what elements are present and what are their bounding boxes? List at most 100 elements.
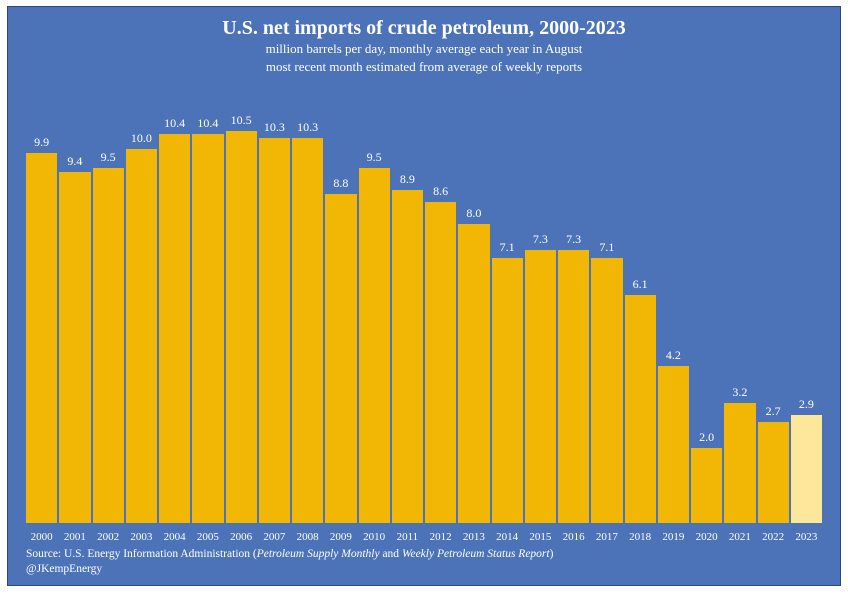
x-axis-label: 2020 xyxy=(691,531,722,543)
source-handle: @JKempEnergy xyxy=(26,562,553,577)
bar-value-label: 10.5 xyxy=(231,113,252,128)
x-axis-label: 2021 xyxy=(724,531,755,543)
bar-rect xyxy=(93,168,124,523)
bar-rect xyxy=(558,250,589,523)
bar-slot: 9.4 xyxy=(59,112,90,523)
bar-slot: 10.5 xyxy=(226,112,257,523)
bar-rect xyxy=(625,295,656,523)
x-axis-label: 2002 xyxy=(93,531,124,543)
x-axis-label: 2006 xyxy=(226,531,257,543)
bar-value-label: 10.3 xyxy=(264,120,285,135)
x-axis-label: 2000 xyxy=(26,531,57,543)
bar-slot: 9.9 xyxy=(26,112,57,523)
bar-rect xyxy=(525,250,556,523)
bar-value-label: 8.6 xyxy=(433,184,448,199)
bar-slot: 8.0 xyxy=(458,112,489,523)
bar-rect xyxy=(192,134,223,523)
bar-rect xyxy=(126,149,157,523)
bar-slot: 2.0 xyxy=(691,112,722,523)
bar-slot: 9.5 xyxy=(93,112,124,523)
bar-value-label: 6.1 xyxy=(633,277,648,292)
chart-subtitle-2: most recent month estimated from average… xyxy=(8,58,840,76)
bar-slot: 8.8 xyxy=(325,112,356,523)
bar-rect xyxy=(425,202,456,523)
bar-value-label: 10.4 xyxy=(197,116,218,131)
x-axis-label: 2018 xyxy=(625,531,656,543)
x-axis-label: 2005 xyxy=(192,531,223,543)
x-axis-label: 2015 xyxy=(525,531,556,543)
x-axis-label: 2001 xyxy=(59,531,90,543)
bar-value-label: 9.9 xyxy=(34,135,49,150)
bar-rect xyxy=(259,138,290,523)
bar-rect xyxy=(758,422,789,523)
bar-rect xyxy=(458,224,489,523)
bar-slot: 7.3 xyxy=(525,112,556,523)
bar-slot: 7.1 xyxy=(591,112,622,523)
bar-slot: 3.2 xyxy=(724,112,755,523)
source-emph-2: Weekly Petroleum Status Report xyxy=(402,548,550,560)
bar-slot: 6.1 xyxy=(625,112,656,523)
bar-value-label: 10.4 xyxy=(164,116,185,131)
bar-slot: 7.1 xyxy=(492,112,523,523)
x-axis-label: 2004 xyxy=(159,531,190,543)
bar-value-label: 9.4 xyxy=(67,154,82,169)
bar-value-label: 2.9 xyxy=(799,397,814,412)
bar-slot: 10.3 xyxy=(292,112,323,523)
bar-slot: 8.6 xyxy=(425,112,456,523)
bar-rect xyxy=(59,172,90,523)
x-axis-label: 2013 xyxy=(458,531,489,543)
chart-footer: Source: U.S. Energy Information Administ… xyxy=(26,547,553,577)
bar-rect xyxy=(292,138,323,523)
bar-value-label: 2.0 xyxy=(699,430,714,445)
x-axis-label: 2014 xyxy=(492,531,523,543)
bar-slot: 2.7 xyxy=(758,112,789,523)
bar-rect xyxy=(591,258,622,523)
x-axis-label: 2016 xyxy=(558,531,589,543)
bar-slot: 9.5 xyxy=(359,112,390,523)
source-line: Source: U.S. Energy Information Administ… xyxy=(26,547,553,562)
bar-rect xyxy=(691,448,722,523)
source-prefix: Source: U.S. Energy Information Administ… xyxy=(26,548,257,560)
bar-rect xyxy=(226,131,257,523)
x-axis-label: 2008 xyxy=(292,531,323,543)
source-mid: and xyxy=(380,548,402,560)
bar-value-label: 8.9 xyxy=(400,172,415,187)
bar-slot: 10.0 xyxy=(126,112,157,523)
x-axis-label: 2023 xyxy=(791,531,822,543)
x-axis-label: 2007 xyxy=(259,531,290,543)
plot-area: 9.99.49.510.010.410.410.510.310.38.89.58… xyxy=(26,112,822,523)
bar-value-label: 7.3 xyxy=(533,232,548,247)
x-axis-label: 2017 xyxy=(591,531,622,543)
bar-slot: 10.4 xyxy=(159,112,190,523)
bar-value-label: 4.2 xyxy=(666,348,681,363)
x-axis-label: 2012 xyxy=(425,531,456,543)
bar-rect xyxy=(791,415,822,523)
bar-value-label: 7.3 xyxy=(566,232,581,247)
bar-slot: 2.9 xyxy=(791,112,822,523)
x-axis-label: 2010 xyxy=(359,531,390,543)
bar-rect xyxy=(658,366,689,523)
bar-slot: 10.4 xyxy=(192,112,223,523)
bar-value-label: 9.5 xyxy=(367,150,382,165)
x-axis: 2000200120022003200420052006200720082009… xyxy=(26,531,822,543)
bar-rect xyxy=(492,258,523,523)
bar-rect xyxy=(325,194,356,523)
source-suffix: ) xyxy=(550,548,554,560)
chart-container: U.S. net imports of crude petroleum, 200… xyxy=(7,6,841,586)
x-axis-label: 2019 xyxy=(658,531,689,543)
bar-slot: 7.3 xyxy=(558,112,589,523)
bar-slot: 4.2 xyxy=(658,112,689,523)
bar-value-label: 3.2 xyxy=(732,385,747,400)
x-axis-label: 2003 xyxy=(126,531,157,543)
bar-slot: 10.3 xyxy=(259,112,290,523)
bar-rect xyxy=(359,168,390,523)
bar-value-label: 7.1 xyxy=(500,240,515,255)
bar-value-label: 7.1 xyxy=(599,240,614,255)
bar-value-label: 8.8 xyxy=(333,176,348,191)
x-axis-label: 2011 xyxy=(392,531,423,543)
chart-subtitle-1: million barrels per day, monthly average… xyxy=(8,40,840,58)
source-emph-1: Petroleum Supply Monthly xyxy=(257,548,380,560)
bar-slot: 8.9 xyxy=(392,112,423,523)
title-block: U.S. net imports of crude petroleum, 200… xyxy=(8,7,840,75)
bar-value-label: 8.0 xyxy=(466,206,481,221)
